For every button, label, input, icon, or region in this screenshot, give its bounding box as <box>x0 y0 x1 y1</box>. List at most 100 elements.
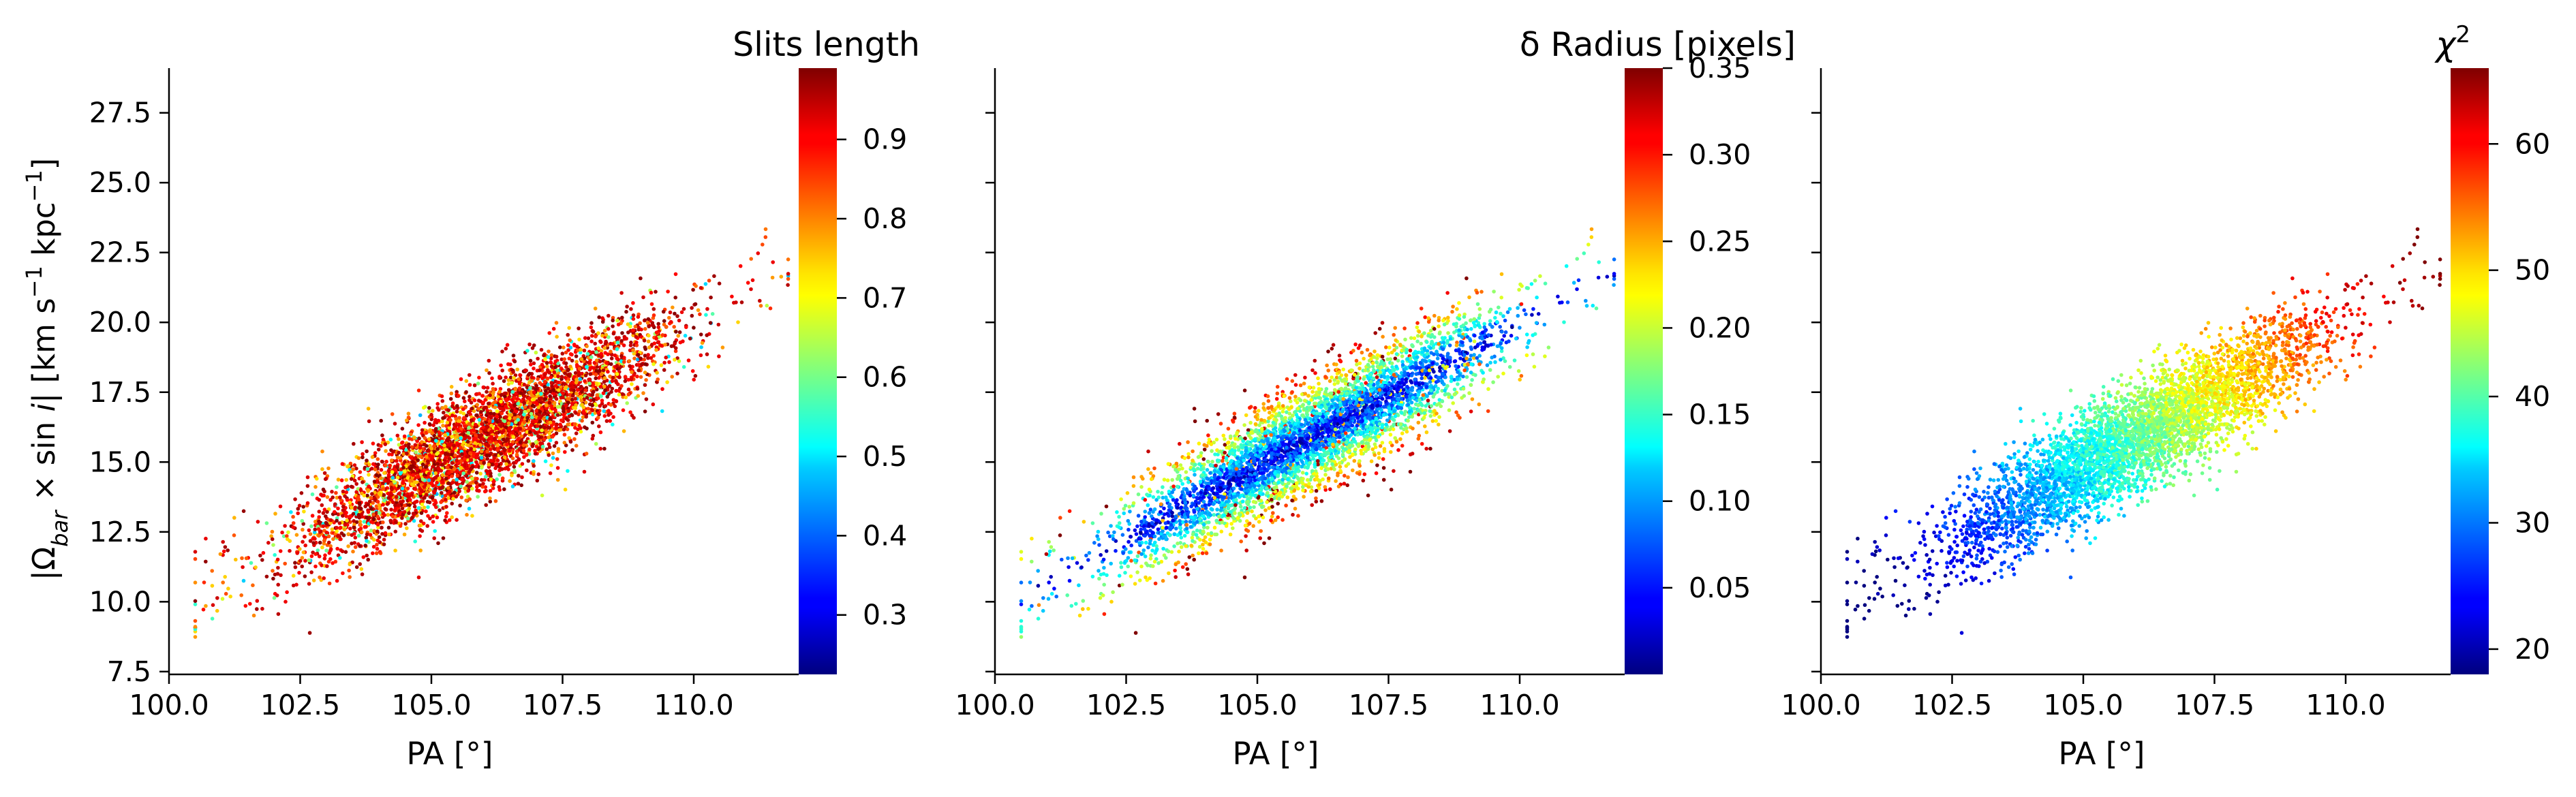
scatter-point <box>466 443 470 448</box>
scatter-point <box>543 357 547 361</box>
scatter-point <box>517 457 521 462</box>
scatter-point <box>526 458 531 463</box>
scatter-point <box>561 395 565 400</box>
scatter-point <box>341 489 346 494</box>
scatter-point <box>527 401 532 406</box>
scatter-point <box>639 327 643 332</box>
scatter-point <box>574 443 579 448</box>
scatter-point <box>504 391 508 396</box>
scatter-point <box>566 343 570 347</box>
scatter-point <box>403 503 407 507</box>
scatter-point <box>660 409 664 413</box>
scatter-point <box>586 407 590 411</box>
scatter-point <box>635 374 639 379</box>
scatter-point <box>517 381 522 386</box>
scatter-point <box>384 459 388 464</box>
scatter-point <box>554 425 558 430</box>
scatter-point <box>495 448 500 452</box>
scatter-point <box>535 424 540 428</box>
scatter-point <box>551 435 555 439</box>
scatter-point <box>516 482 521 486</box>
scatter-point <box>489 430 493 434</box>
scatter-point <box>634 334 639 339</box>
scatter-point <box>412 518 416 523</box>
scatter-point <box>631 348 635 352</box>
scatter-point <box>639 356 643 360</box>
scatter-point <box>455 473 460 478</box>
scatter-point <box>305 484 310 488</box>
scatter-point <box>615 356 619 360</box>
scatter-point <box>419 511 424 515</box>
scatter-point <box>587 381 592 386</box>
scatter-point <box>470 476 474 481</box>
scatter-point <box>425 459 430 464</box>
y-ticks: 7.510.012.515.017.520.022.525.027.5 <box>89 97 169 688</box>
scatter-point <box>409 432 413 437</box>
scatter-point <box>302 510 306 514</box>
scatter-point <box>309 524 313 529</box>
scatter-point <box>365 539 369 543</box>
scatter-point <box>510 484 515 488</box>
scatter-point <box>663 343 667 347</box>
scatter-point <box>625 401 629 405</box>
scatter-point <box>534 350 538 355</box>
x-tick-label: 100.0 <box>129 689 209 721</box>
scatter-point <box>261 550 266 555</box>
scatter-point <box>566 332 570 337</box>
scatter-point <box>623 379 628 384</box>
scatter-point <box>293 561 297 565</box>
scatter-point <box>466 431 470 435</box>
scatter-point <box>523 390 527 394</box>
scatter-point <box>294 582 298 587</box>
scatter-point <box>516 401 520 406</box>
scatter-point <box>517 377 521 381</box>
scatter-point <box>588 372 593 376</box>
x-tick-label: 110.0 <box>654 689 733 721</box>
scatter-point <box>366 488 371 493</box>
scatter-point <box>646 353 650 357</box>
scatter-point <box>450 413 455 418</box>
scatter-point <box>688 337 692 341</box>
scatter-point <box>690 369 695 373</box>
scatter-point <box>418 534 422 538</box>
scatter-point <box>537 368 542 373</box>
scatter-point <box>395 433 400 438</box>
scatter-point <box>555 405 560 409</box>
scatter-point <box>380 460 384 464</box>
scatter-point <box>401 445 405 449</box>
scatter-point <box>494 426 498 431</box>
scatter-point <box>545 447 549 452</box>
scatter-point <box>493 466 497 471</box>
scatter-point <box>385 502 390 506</box>
scatter-point <box>341 571 345 576</box>
scatter-point <box>1275 385 1280 389</box>
scatter-point <box>300 556 305 560</box>
scatter-point <box>584 452 589 456</box>
scatter-point <box>210 569 215 573</box>
scatter-point <box>461 396 466 400</box>
scatter-point <box>286 537 290 542</box>
scatter-point <box>367 463 371 467</box>
scatter-point <box>440 439 444 444</box>
scatter-point <box>389 458 394 463</box>
scatter-point <box>554 396 559 401</box>
scatter-point <box>481 385 486 390</box>
scatter-point <box>420 478 425 482</box>
scatter-point <box>493 405 497 409</box>
scatter-point <box>539 347 544 352</box>
scatter-point <box>691 287 695 292</box>
x-tick-label: 107.5 <box>523 689 602 721</box>
scatter-point <box>418 548 423 552</box>
scatter-point <box>356 533 361 538</box>
scatter-point <box>293 497 297 501</box>
scatter-point <box>761 243 765 247</box>
scatter-point <box>526 373 531 377</box>
scatter-point <box>433 426 438 431</box>
scatter-point <box>638 321 642 326</box>
scatter-point <box>422 485 427 489</box>
scatter-point <box>450 404 455 409</box>
scatter-point <box>405 526 409 531</box>
scatter-point <box>552 392 556 396</box>
scatter-point <box>344 514 349 518</box>
scatter-point <box>293 565 298 569</box>
